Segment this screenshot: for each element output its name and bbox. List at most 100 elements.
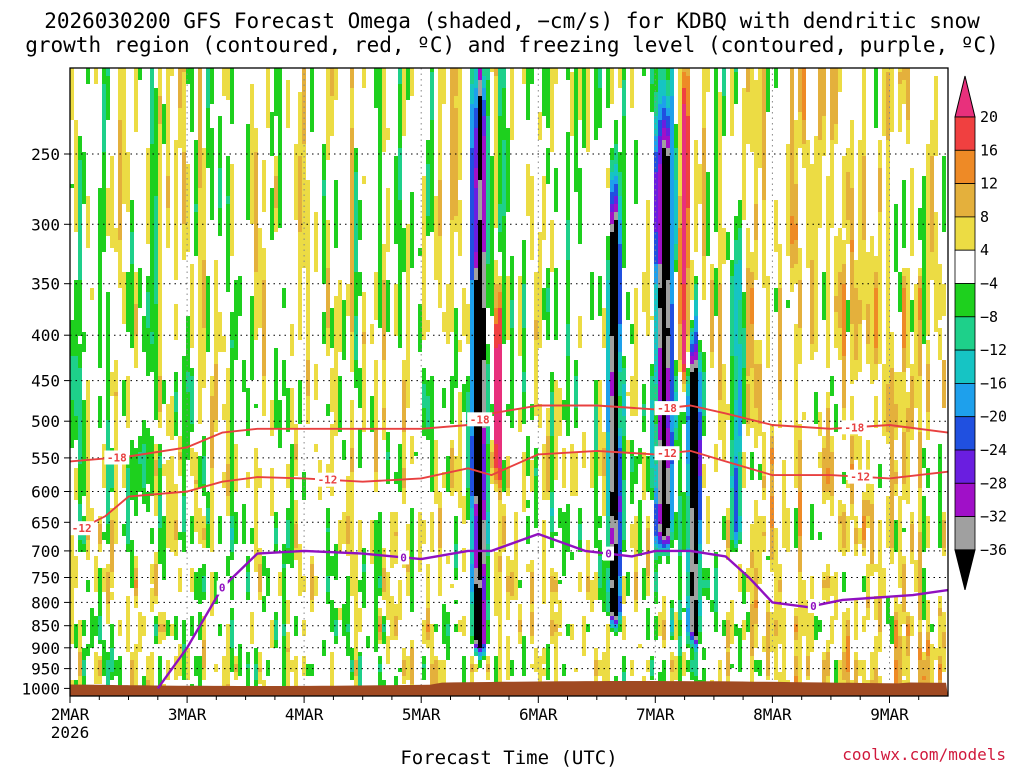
omega-cell: [742, 180, 746, 184]
omega-cell: [226, 172, 230, 176]
omega-cell: [474, 244, 478, 248]
omega-cell: [78, 260, 82, 264]
omega-cell: [158, 252, 162, 256]
omega-cell: [194, 208, 198, 212]
omega-cell: [174, 176, 178, 180]
omega-cell: [438, 280, 442, 284]
omega-cell: [378, 140, 382, 144]
omega-cell: [674, 192, 678, 196]
omega-cell: [886, 244, 890, 248]
omega-cell: [230, 232, 234, 236]
omega-cell: [694, 204, 698, 208]
omega-cell: [926, 172, 930, 176]
omega-cell: [826, 240, 830, 244]
omega-cell: [478, 116, 482, 120]
omega-cell: [658, 224, 662, 228]
omega-cell: [210, 80, 214, 84]
omega-cell: [802, 112, 806, 116]
omega-cell: [802, 72, 806, 76]
omega-cell: [690, 284, 694, 288]
omega-cell: [282, 292, 286, 296]
omega-cell: [798, 108, 802, 112]
omega-cell: [378, 148, 382, 152]
omega-cell: [662, 224, 670, 228]
omega-cell: [622, 92, 626, 96]
omega-cell: [430, 204, 434, 208]
omega-cell: [86, 80, 90, 84]
omega-cell: [470, 140, 474, 144]
omega-cell: [686, 140, 690, 144]
omega-cell: [910, 180, 914, 184]
omega-cell: [158, 192, 162, 196]
omega-cell: [226, 180, 230, 184]
omega-cell: [294, 148, 306, 152]
omega-cell: [86, 224, 90, 228]
omega-cell: [790, 288, 794, 292]
omega-cell: [890, 108, 894, 112]
omega-cell: [706, 236, 710, 240]
omega-cell: [670, 196, 674, 200]
omega-cell: [350, 200, 354, 204]
omega-cell: [350, 80, 354, 84]
omega-cell: [118, 76, 126, 80]
omega-cell: [462, 288, 466, 292]
omega-cell: [858, 188, 862, 192]
omega-cell: [622, 196, 626, 200]
omega-cell: [482, 168, 486, 172]
omega-cell: [334, 92, 338, 96]
omega-cell: [606, 88, 610, 92]
omega-cell: [78, 212, 82, 216]
omega-cell: [574, 156, 578, 160]
omega-cell: [658, 76, 666, 80]
omega-cell: [530, 220, 534, 224]
omega-cell: [274, 220, 278, 224]
omega-cell: [154, 88, 158, 92]
omega-cell: [382, 128, 390, 132]
omega-cell: [746, 68, 750, 72]
omega-cell: [382, 124, 386, 128]
omega-cell: [502, 268, 506, 272]
omega-cell: [402, 124, 406, 128]
omega-cell: [702, 204, 706, 208]
omega-cell: [350, 124, 354, 128]
omega-cell: [118, 144, 122, 148]
omega-cell: [858, 160, 862, 164]
omega-cell: [494, 80, 498, 84]
omega-cell: [78, 252, 82, 256]
omega-cell: [430, 96, 434, 100]
omega-cell: [886, 232, 890, 236]
omega-cell: [226, 156, 230, 160]
omega-cell: [566, 292, 570, 296]
omega-cell: [410, 248, 414, 252]
omega-cell: [670, 272, 674, 276]
omega-cell: [582, 128, 586, 132]
omega-cell: [662, 108, 666, 112]
omega-cell: [834, 236, 842, 240]
omega-cell: [322, 188, 326, 192]
omega-cell: [250, 200, 254, 204]
omega-cell: [798, 72, 802, 76]
omega-cell: [274, 188, 278, 192]
omega-cell: [854, 284, 874, 288]
omega-cell: [270, 200, 274, 204]
omega-cell: [458, 128, 462, 132]
omega-cell: [850, 224, 854, 228]
omega-cell: [842, 180, 846, 184]
omega-cell: [510, 128, 514, 132]
omega-cell: [150, 256, 154, 260]
omega-cell: [430, 120, 434, 124]
omega-cell: [498, 228, 502, 232]
omega-cell: [586, 144, 590, 148]
omega-cell: [202, 160, 206, 164]
omega-cell: [470, 248, 474, 252]
omega-cell: [886, 124, 890, 128]
omega-cell: [326, 228, 330, 232]
omega-cell: [718, 112, 722, 116]
omega-cell: [674, 188, 678, 192]
omega-cell: [494, 276, 502, 280]
omega-cell: [754, 184, 758, 188]
omega-cell: [166, 232, 170, 236]
omega-cell: [906, 120, 910, 124]
omega-cell: [722, 120, 726, 124]
omega-cell: [322, 216, 326, 220]
